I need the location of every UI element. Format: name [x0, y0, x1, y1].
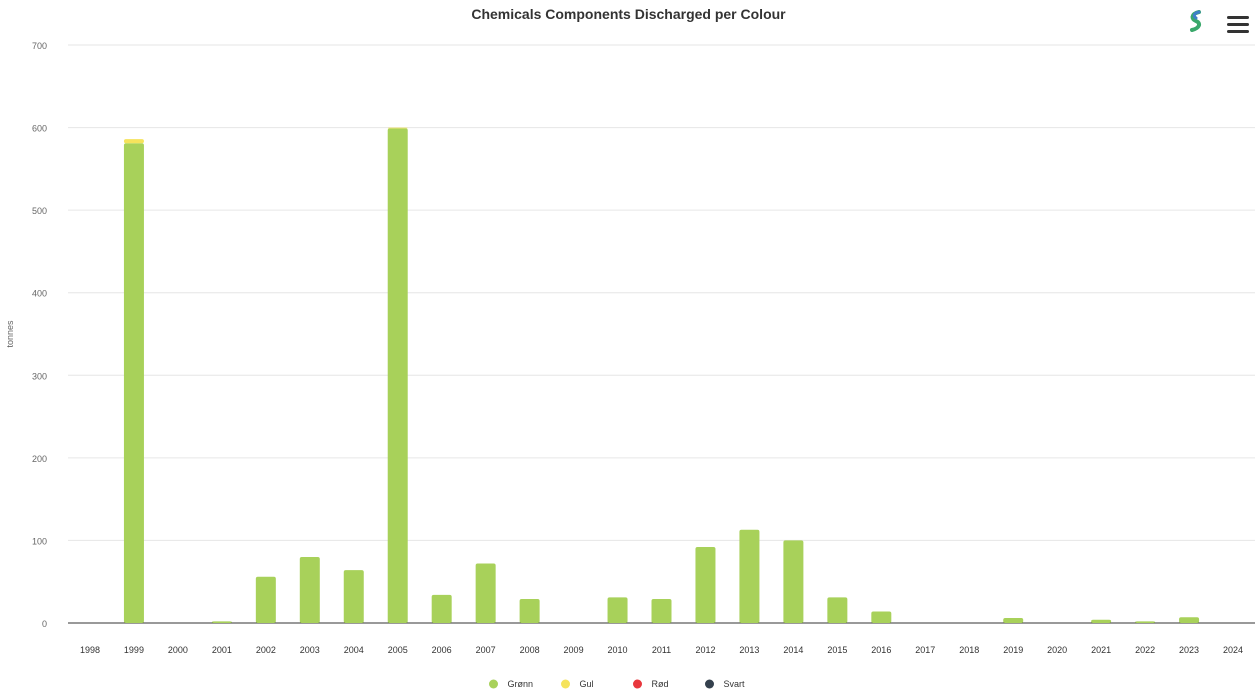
x-tick-label: 2012: [695, 645, 715, 655]
bar: [123, 139, 144, 144]
bar: [1003, 618, 1024, 623]
legend-marker: [705, 679, 714, 689]
bar: [1179, 617, 1200, 623]
bar: [519, 599, 540, 623]
bar: [299, 556, 320, 623]
x-tick-label: 2010: [608, 645, 628, 655]
legend-label: Rød: [652, 679, 669, 689]
x-tick-label: 2024: [1223, 645, 1243, 655]
bar: [431, 594, 452, 623]
y-tick-label: 600: [32, 124, 47, 134]
bar: [387, 128, 408, 623]
x-tick-label: 2020: [1047, 645, 1067, 655]
x-tick-label: 2001: [212, 645, 232, 655]
legend-label: Svart: [724, 679, 746, 689]
bar: [871, 611, 892, 623]
x-tick-label: 1998: [80, 645, 100, 655]
y-tick-label: 0: [42, 619, 47, 629]
x-tick-label: 2018: [959, 645, 979, 655]
x-tick-label: 2004: [344, 645, 364, 655]
x-tick-label: 2013: [739, 645, 759, 655]
bar: [695, 547, 716, 623]
x-tick-label: 2006: [432, 645, 452, 655]
x-tick-label: 2016: [871, 645, 891, 655]
x-tick-label: 2009: [564, 645, 584, 655]
y-tick-label: 100: [32, 536, 47, 546]
legend-label: Grønn: [508, 679, 534, 689]
legend-label: Gul: [580, 679, 594, 689]
bar: [343, 570, 364, 623]
legend-marker: [489, 679, 498, 689]
bar: [827, 597, 848, 623]
bar: [651, 599, 672, 623]
chart-title: Chemicals Components Discharged per Colo…: [471, 6, 786, 22]
y-tick-label: 400: [32, 289, 47, 299]
x-tick-label: 2003: [300, 645, 320, 655]
x-tick-label: 2021: [1091, 645, 1111, 655]
y-tick-label: 300: [32, 371, 47, 381]
x-tick-label: 2005: [388, 645, 408, 655]
x-tick-label: 2002: [256, 645, 276, 655]
bar: [739, 529, 760, 623]
legend-marker: [633, 679, 642, 689]
bar: [1091, 619, 1112, 623]
x-tick-label: 2022: [1135, 645, 1155, 655]
x-tick-label: 2008: [520, 645, 540, 655]
y-tick-label: 500: [32, 206, 47, 216]
x-tick-label: 2007: [476, 645, 496, 655]
logo-icon: [1190, 10, 1202, 32]
x-tick-label: 2011: [652, 645, 671, 655]
bar: [607, 597, 628, 623]
legend-marker: [561, 679, 570, 689]
x-tick-label: 2017: [915, 645, 935, 655]
bar: [123, 143, 144, 623]
x-tick-label: 1999: [124, 645, 144, 655]
bar: [783, 540, 804, 623]
y-axis-title: tonnes: [5, 320, 15, 348]
x-tick-label: 2023: [1179, 645, 1199, 655]
x-tick-label: 2000: [168, 645, 188, 655]
bar: [387, 127, 408, 129]
bar: [1135, 621, 1156, 623]
x-tick-label: 2015: [827, 645, 847, 655]
y-tick-label: 700: [32, 41, 47, 51]
bar: [211, 621, 232, 623]
x-tick-label: 2019: [1003, 645, 1023, 655]
bar: [255, 576, 276, 623]
x-tick-label: 2014: [783, 645, 803, 655]
y-tick-label: 200: [32, 454, 47, 464]
bar: [475, 563, 496, 623]
hamburger-menu-icon[interactable]: [1227, 16, 1249, 34]
